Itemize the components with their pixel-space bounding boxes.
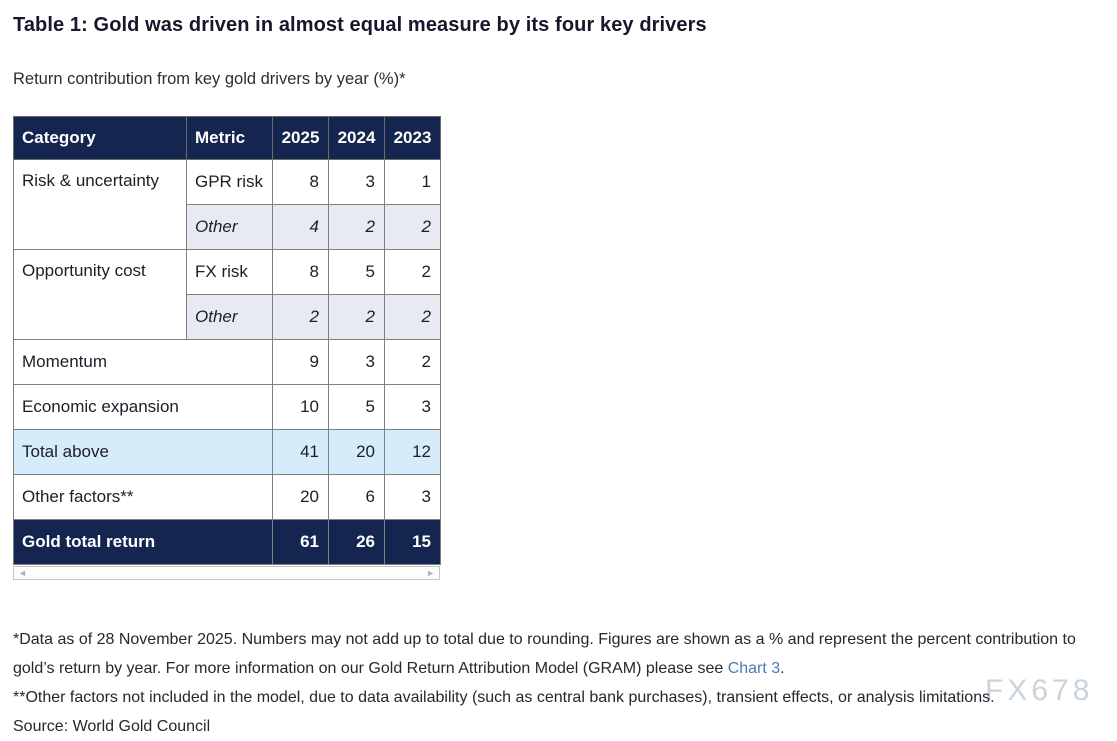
cell-value: 20 <box>328 429 385 475</box>
cell-value: 12 <box>384 429 441 475</box>
table-row-risk-other: Other 4 2 2 <box>14 204 441 250</box>
cell-value: 2 <box>384 339 441 385</box>
cell-value: 41 <box>272 429 329 475</box>
scroll-left-icon[interactable]: ◄ <box>18 567 27 578</box>
source-line: Source: World Gold Council <box>13 718 211 735</box>
chart3-link[interactable]: Chart 3 <box>727 660 781 677</box>
cell-metric-other: Other <box>186 204 273 250</box>
cell-category-opportunity: Opportunity cost <box>13 249 187 340</box>
footnote-data-note: *Data as of 28 November 2025. Numbers ma… <box>13 625 1103 683</box>
cell-category-grand-total: Gold total return <box>13 519 273 565</box>
horizontal-scrollbar[interactable]: ◄ ► <box>13 566 440 580</box>
cell-category-other-factors: Other factors** <box>13 474 273 520</box>
cell-value: 61 <box>272 519 329 565</box>
header-category: Category <box>13 116 187 160</box>
table-row-other-factors: Other factors** 20 6 3 <box>13 474 441 520</box>
header-2023: 2023 <box>384 116 441 160</box>
cell-category-economic: Economic expansion <box>13 384 273 430</box>
table-row-fx-risk: Opportunity cost FX risk 8 5 2 <box>13 249 441 340</box>
cell-value: 8 <box>272 249 329 295</box>
cell-value: 10 <box>272 384 329 430</box>
footnote-other-factors: **Other factors not included in the mode… <box>13 689 995 706</box>
cell-metric-fx: FX risk <box>186 249 273 295</box>
table-row-total-above: Total above 41 20 12 <box>13 429 441 475</box>
cell-value: 15 <box>384 519 441 565</box>
cell-value: 2 <box>384 204 441 250</box>
watermark: FX678 <box>985 674 1094 707</box>
table-row-momentum: Momentum 9 3 2 <box>13 339 441 385</box>
cell-value: 3 <box>384 384 441 430</box>
cell-value: 3 <box>384 474 441 520</box>
cell-value: 8 <box>272 159 329 205</box>
cell-value: 1 <box>384 159 441 205</box>
cell-metric-other: Other <box>186 294 273 340</box>
cell-category-risk: Risk & uncertainty <box>13 159 187 250</box>
table-row-gpr-risk: Risk & uncertainty GPR risk 8 3 1 <box>13 159 441 250</box>
cell-category-total: Total above <box>13 429 273 475</box>
table-subtitle: Return contribution from key gold driver… <box>13 70 406 88</box>
page-title: Table 1: Gold was driven in almost equal… <box>13 14 707 36</box>
table-container: Category Metric 2025 2024 2023 Risk & un… <box>13 116 441 580</box>
cell-value: 4 <box>272 204 329 250</box>
header-metric: Metric <box>186 116 273 160</box>
cell-value: 3 <box>328 339 385 385</box>
scroll-right-icon[interactable]: ► <box>426 567 435 578</box>
cell-value: 2 <box>384 294 441 340</box>
cell-value: 26 <box>328 519 385 565</box>
cell-value: 2 <box>384 249 441 295</box>
cell-value: 5 <box>328 249 385 295</box>
cell-value: 2 <box>328 294 385 340</box>
cell-value: 9 <box>272 339 329 385</box>
cell-category-momentum: Momentum <box>13 339 273 385</box>
footnote-text-part1: *Data as of 28 November 2025. Numbers ma… <box>13 631 1076 677</box>
gold-drivers-table: Category Metric 2025 2024 2023 Risk & un… <box>13 116 441 565</box>
footnote-text-part2: . <box>780 660 785 677</box>
header-2025: 2025 <box>272 116 329 160</box>
table-header-row: Category Metric 2025 2024 2023 <box>13 116 441 160</box>
table-row-economic: Economic expansion 10 5 3 <box>13 384 441 430</box>
cell-metric-gpr: GPR risk <box>186 159 273 205</box>
cell-value: 2 <box>272 294 329 340</box>
table-row-gold-total-return: Gold total return 61 26 15 <box>13 519 441 565</box>
cell-value: 3 <box>328 159 385 205</box>
cell-value: 5 <box>328 384 385 430</box>
cell-value: 6 <box>328 474 385 520</box>
footnotes-block: *Data as of 28 November 2025. Numbers ma… <box>13 625 1103 741</box>
cell-value: 2 <box>328 204 385 250</box>
cell-value: 20 <box>272 474 329 520</box>
header-2024: 2024 <box>328 116 385 160</box>
